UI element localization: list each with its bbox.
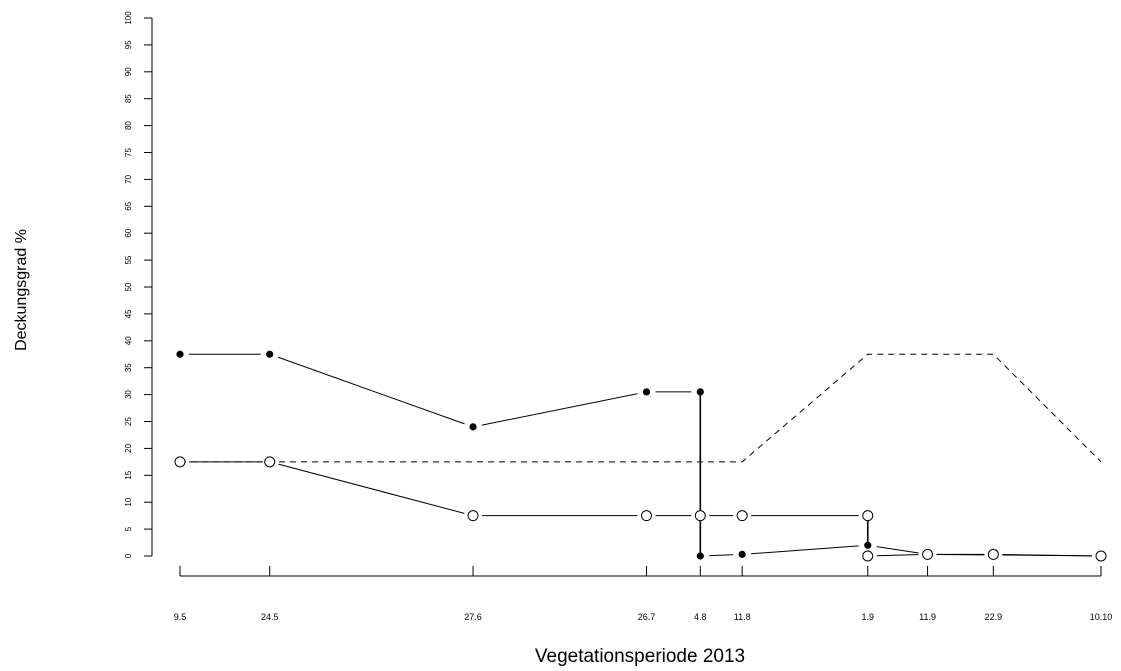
y-tick-label: 55 (124, 255, 133, 264)
series-line-1 (481, 393, 638, 426)
series-line-2 (1002, 554, 1093, 557)
data-point-filled (738, 550, 746, 558)
data-point-open (862, 550, 874, 562)
y-tick-label: 15 (124, 470, 133, 479)
x-tick-label: 4.8 (694, 612, 707, 622)
x-tick-label: 9.5 (174, 612, 187, 622)
series-line-2 (876, 554, 919, 557)
x-tick-label: 11.9 (919, 612, 936, 622)
data-point-filled (696, 388, 704, 396)
y-tick-label: 10 (124, 497, 133, 506)
y-tick-label: 85 (124, 94, 133, 103)
y-tick-label: 0 (124, 553, 133, 558)
data-point-filled (266, 350, 274, 358)
y-tick-label: 25 (124, 417, 133, 426)
series-line-3 (180, 353, 1102, 463)
series-line-1 (278, 356, 465, 425)
x-tick-label: 11.8 (734, 612, 751, 622)
y-tick-label: 65 (124, 201, 133, 210)
data-point-filled (642, 388, 651, 396)
x-axis-title: Vegetationsperiode 2013 (535, 646, 745, 667)
data-point-open (922, 548, 934, 560)
y-tick-label: 30 (124, 390, 133, 399)
y-tick-label: 75 (124, 148, 133, 157)
x-axis: 9.5 24.5 27.6 26.7 4.8 11.8 1.9 11.9 22.9 10.10 (174, 566, 1113, 622)
y-tick-label: 20 (124, 443, 133, 452)
data-point-open (467, 510, 479, 522)
data-point-filled (469, 423, 477, 431)
data-point-open (174, 456, 186, 468)
y-tick-label: 50 (124, 282, 133, 291)
x-tick-label: 27.6 (464, 612, 482, 622)
series-line-1 (751, 545, 859, 555)
x-tick-label: 22.9 (985, 612, 1003, 622)
series-line-2 (278, 463, 465, 514)
data-point-filled (176, 350, 184, 358)
data-point-open (862, 510, 874, 522)
y-tick-label: 45 (124, 309, 133, 318)
x-tick-label: 24.5 (261, 612, 279, 622)
y-tick-label: 60 (124, 228, 133, 237)
x-tick-group: 9.5 24.5 27.6 26.7 4.8 11.8 1.9 11.9 22.9 10.10 (174, 566, 1113, 622)
y-tick-label: 90 (124, 67, 133, 76)
series-lines (180, 353, 1102, 557)
series-markers (174, 350, 1107, 562)
y-axis-title: Deckungsgrad % (13, 229, 30, 351)
y-tick-label: 40 (124, 336, 133, 345)
y-tick-label: 5 (124, 526, 133, 531)
y-tick-label: 80 (124, 121, 133, 130)
data-point-open (694, 510, 706, 522)
y-axis: 0 5 10 15 20 25 30 35 40 45 50 55 60 65 70 75 80 85 90 95 10… (124, 11, 153, 558)
data-point-open (987, 548, 999, 560)
series-line-1 (709, 554, 734, 557)
x-tick-label: 26.7 (638, 612, 656, 622)
data-point-open (640, 510, 652, 522)
x-tick-label: 1.9 (862, 612, 875, 622)
y-tick-label: 35 (124, 363, 133, 372)
y-tick-label: 100 (124, 11, 133, 25)
data-point-filled (696, 552, 704, 560)
data-point-filled (864, 541, 872, 549)
y-tick-label: 95 (124, 40, 133, 49)
data-point-open (1095, 550, 1107, 562)
x-tick-label: 10.10 (1090, 612, 1113, 622)
data-point-open (736, 510, 748, 522)
connector-lines (699, 391, 869, 556)
series-line-1 (876, 546, 919, 554)
data-point-open (264, 456, 276, 468)
y-tick-label: 70 (124, 174, 133, 183)
y-tick-group: 0 5 10 15 20 25 30 35 40 45 50 55 60 65 70 75 80 85 90 95 10… (124, 11, 152, 558)
